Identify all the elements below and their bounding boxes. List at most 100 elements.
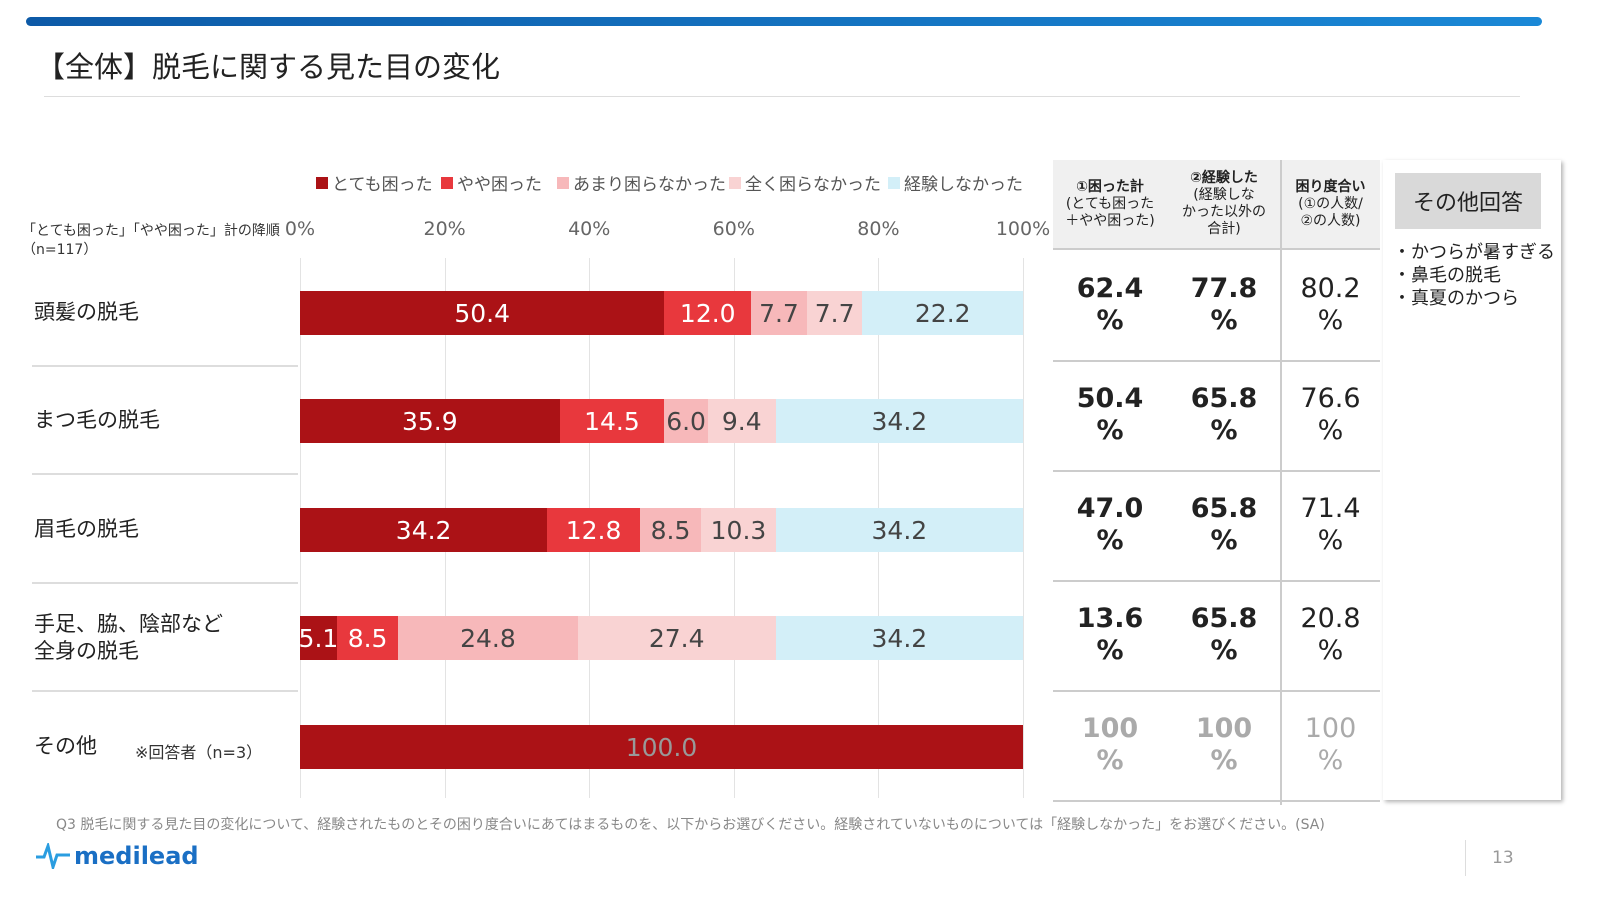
bar-segment: 8.5 (639, 508, 702, 552)
cell-unit: % (1096, 635, 1124, 666)
legend-item: とても困った (316, 170, 433, 195)
logo: medilead (36, 842, 199, 870)
bar-segment: 8.5 (336, 616, 399, 660)
cell-unit: % (1210, 525, 1238, 556)
bar-segment: 6.0 (664, 399, 708, 443)
x-tick-label: 60% (712, 218, 755, 240)
legend-swatch (729, 176, 741, 189)
legend-item: やや困った (441, 170, 542, 195)
legend-label: あまり困らなかった (573, 175, 726, 195)
bar-segment: 24.8 (398, 616, 578, 660)
cell-unit: % (1317, 745, 1344, 776)
table-cell: 100% (1053, 690, 1167, 802)
page-divider (1465, 840, 1466, 876)
bar-segment: 34.2 (775, 616, 1023, 660)
legend-item: あまり困らなかった (557, 170, 726, 195)
title-divider (44, 96, 1520, 97)
bar-segment: 10.3 (701, 508, 776, 552)
cell-unit: % (1210, 305, 1238, 336)
other-answer-item: ・真夏のかつら (1393, 288, 1519, 309)
legend-swatch (441, 176, 453, 189)
cell-value: 65.8 (1190, 493, 1258, 524)
other-answers-title: その他回答 (1395, 173, 1541, 229)
cell-value: 100 (1081, 713, 1139, 744)
bar-segment: 34.2 (775, 508, 1023, 552)
cell-unit: % (1096, 525, 1124, 556)
x-tick-label: 0% (284, 218, 316, 240)
pulse-logo-icon (36, 843, 70, 869)
bar-segment: 100.0 (300, 725, 1023, 769)
page-title: 【全体】脱毛に関する見た目の変化 (36, 50, 501, 84)
cell-unit: % (1210, 635, 1238, 666)
header-title: 困り度合い (1295, 178, 1366, 195)
table-cell: 13.6% (1053, 580, 1167, 692)
x-tick-label: 100% (995, 218, 1051, 240)
logo-text: medilead (74, 842, 199, 870)
table-header: 困り度合い (①の人数/ ②の人数) (1281, 160, 1380, 248)
legend-item: 経験しなかった (888, 170, 1023, 195)
table-cell: 77.8% (1167, 250, 1281, 362)
legend-label: とても困った (332, 175, 433, 195)
sort-note-text: 「とても困った」「やや困った」計の降順 (22, 223, 280, 239)
cell-value: 47.0 (1076, 493, 1144, 524)
table-cell: 76.6% (1281, 360, 1380, 472)
table-cell: 80.2% (1281, 250, 1380, 362)
legend-swatch (557, 176, 569, 189)
header-divider (1053, 248, 1380, 250)
cell-unit: % (1317, 525, 1344, 556)
x-tick-label: 80% (857, 218, 900, 240)
row-separator (32, 690, 298, 692)
table-cell: 62.4% (1053, 250, 1167, 362)
cell-value: 65.8 (1190, 383, 1258, 414)
top-accent-bar (26, 17, 1542, 26)
bar-segment: 5.1 (300, 616, 337, 660)
bar-segment: 34.2 (775, 399, 1023, 443)
header-subtitle: (①の人数/ ②の人数) (1298, 195, 1363, 229)
legend-swatch (888, 176, 900, 189)
header-subtitle: (とても困った ＋やや困った) (1065, 195, 1155, 229)
cell-unit: % (1317, 635, 1344, 666)
cell-value: 76.6 (1300, 383, 1361, 414)
bar-segment: 12.8 (547, 508, 640, 552)
cell-value: 20.8 (1300, 603, 1361, 634)
sample-size: （n=117） (22, 242, 98, 258)
legend-item: 全く困らなかった (729, 170, 881, 195)
category-label: その他 (34, 734, 97, 758)
category-note: ※回答者（n=3） (135, 743, 263, 762)
table-cell: 100% (1281, 690, 1380, 802)
cell-value: 80.2 (1300, 273, 1361, 304)
gridline (1023, 258, 1024, 798)
table-cell: 65.8% (1167, 360, 1281, 472)
bar-segment: 14.5 (559, 399, 665, 443)
bar-segment: 27.4 (577, 616, 776, 660)
bar-segment: 50.4 (300, 291, 665, 335)
other-answer-item: ・鼻毛の脱毛 (1393, 265, 1501, 286)
cell-unit: % (1096, 305, 1124, 336)
row-separator (32, 473, 298, 475)
header-title: ①困った計 (1076, 178, 1144, 195)
column-divider (1280, 160, 1282, 805)
table-cell: 20.8% (1281, 580, 1380, 692)
row-separator (32, 365, 298, 367)
legend-swatch (316, 176, 328, 189)
bar-segment: 12.0 (664, 291, 752, 335)
row-separator (32, 582, 298, 584)
bar-segment: 7.7 (751, 291, 807, 335)
cell-value: 100 (1304, 713, 1357, 744)
bar-segment: 22.2 (862, 291, 1023, 335)
table-cell: 65.8% (1167, 470, 1281, 582)
table-cell: 50.4% (1053, 360, 1167, 472)
question-footnote: Q3 脱毛に関する見た目の変化について、経験されたものとその困り度合いにあてはま… (56, 817, 1325, 833)
sort-note: 「とても困った」「やや困った」計の降順 （n=117） (22, 222, 280, 260)
table-header: ①困った計 (とても困った ＋やや困った) (1053, 160, 1167, 248)
table-cell: 47.0% (1053, 470, 1167, 582)
cell-unit: % (1317, 305, 1344, 336)
legend-label: 経験しなかった (904, 175, 1023, 195)
table-cell: 65.8% (1167, 580, 1281, 692)
cell-unit: % (1210, 745, 1238, 776)
legend-label: やや困った (457, 175, 542, 195)
cell-value: 62.4 (1076, 273, 1144, 304)
cell-unit: % (1096, 745, 1124, 776)
other-answers-panel: その他回答 ・かつらが暑すぎる ・鼻毛の脱毛 ・真夏のかつら (1383, 160, 1561, 800)
cell-unit: % (1210, 415, 1238, 446)
